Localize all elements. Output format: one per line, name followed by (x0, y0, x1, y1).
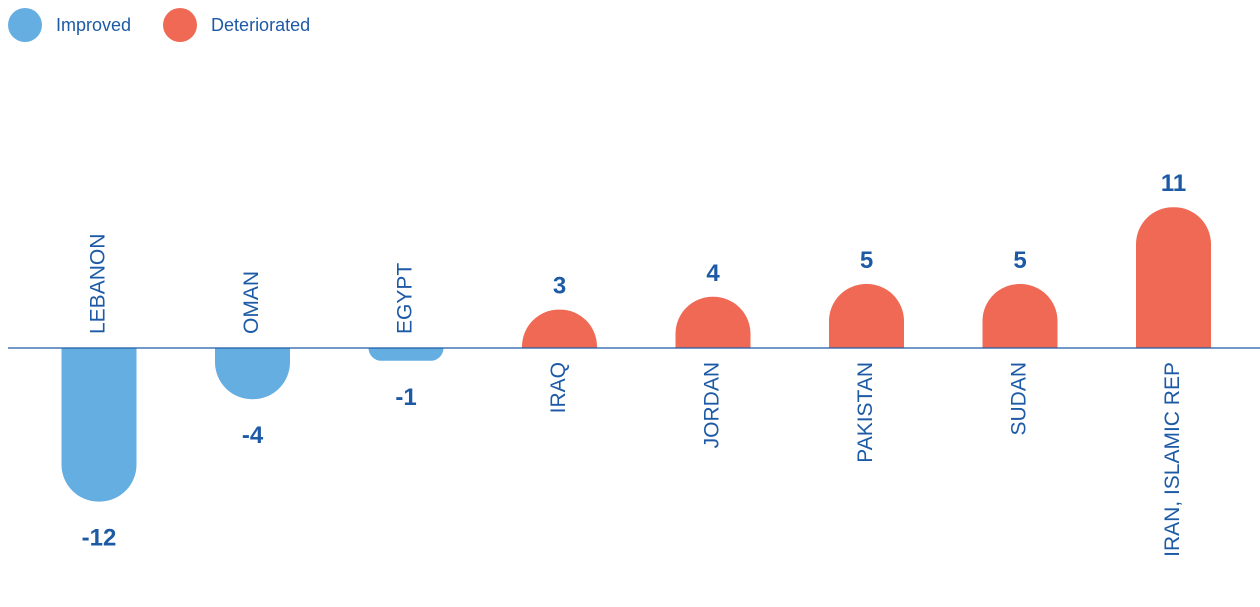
legend-label-deteriorated: Deteriorated (211, 14, 311, 35)
category-label-jordan: JORDAN (701, 362, 724, 448)
category-label-iraq: IRAQ (547, 362, 570, 413)
category-label-egypt: EGYPT (394, 263, 417, 334)
bar-iran-islamic-rep (1136, 207, 1211, 348)
bar-sudan (982, 284, 1058, 348)
legend-swatch-improved (8, 8, 42, 42)
bar-jordan (675, 296, 751, 348)
bar-lebanon (61, 348, 137, 502)
category-label-iran-islamic-rep: IRAN, ISLAMIC REP (1161, 362, 1184, 557)
value-label-iran-islamic-rep: 11 (1161, 170, 1186, 197)
category-label-pakistan: PAKISTAN (854, 362, 877, 463)
legend-swatch-deteriorated (163, 8, 198, 42)
legend-item-deteriorated[interactable]: Deteriorated (163, 8, 310, 42)
bar-oman (215, 348, 290, 400)
category-label-oman: OMAN (240, 271, 263, 334)
bar-egypt (368, 348, 444, 361)
value-label-pakistan: 5 (860, 247, 873, 274)
value-label-lebanon: -12 (82, 525, 117, 552)
category-label-sudan: SUDAN (1008, 362, 1031, 436)
bar-pakistan (829, 284, 904, 348)
legend-label-improved: Improved (56, 14, 132, 35)
value-label-oman: -4 (242, 422, 264, 449)
value-label-iraq: 3 (553, 273, 566, 300)
legend: Improved Deteriorated (8, 8, 342, 42)
bars-group (61, 207, 1211, 502)
bar-iraq (522, 309, 597, 348)
legend-item-improved[interactable]: Improved (8, 8, 131, 42)
value-label-sudan: 5 (1013, 247, 1026, 274)
value-label-egypt: -1 (395, 384, 416, 411)
category-label-lebanon: LEBANON (87, 234, 110, 334)
labels-group: -12 LEBANON -4 OMAN -1 EGYPT 3 IRAQ 4 JORDAN 5 PAKI… (82, 170, 1187, 557)
value-label-jordan: 4 (706, 260, 720, 287)
